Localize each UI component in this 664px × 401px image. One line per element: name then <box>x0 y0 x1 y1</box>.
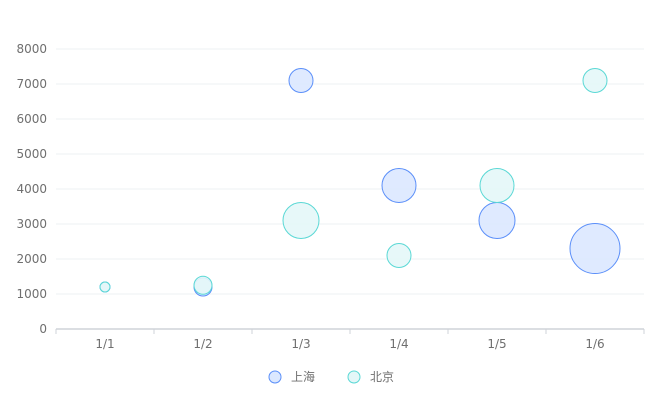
x-tick-label: 1/1 <box>95 337 114 351</box>
bubble-point[interactable] <box>381 168 417 203</box>
y-tick-label: 1000 <box>16 287 47 301</box>
y-tick-label: 7000 <box>16 77 47 91</box>
grid-layer <box>56 48 644 295</box>
x-tick-label: 1/5 <box>487 337 506 351</box>
y-tick-label: 6000 <box>16 112 47 126</box>
bubble-point[interactable] <box>99 281 111 293</box>
bubble-layer <box>99 68 621 297</box>
legend-marker[interactable] <box>347 370 361 384</box>
x-tick-label: 1/3 <box>291 337 310 351</box>
y-tick-label: 0 <box>39 322 47 336</box>
bubble-point[interactable] <box>282 202 320 239</box>
y-tick-label: 5000 <box>16 147 47 161</box>
x-tick-label: 1/6 <box>585 337 604 351</box>
bubble-point[interactable] <box>288 68 314 93</box>
legend-layer: 上海 北京 <box>268 369 394 384</box>
x-tick-label: 1/2 <box>193 337 212 351</box>
y-tick-label: 4000 <box>16 182 47 196</box>
y-tick-label: 8000 <box>16 42 47 56</box>
bubble-point[interactable] <box>193 275 213 295</box>
y-tick-label: 2000 <box>16 252 47 266</box>
bubble-point[interactable] <box>569 223 621 274</box>
axes-layer: 0 1000 2000 3000 4000 5000 6000 7000 8000 1/1 1/2 1… <box>16 42 645 351</box>
legend-item[interactable]: 上海 <box>268 369 315 384</box>
legend-item[interactable]: 北京 <box>347 370 394 384</box>
bubble-point[interactable] <box>386 243 412 268</box>
legend-marker[interactable] <box>268 370 282 384</box>
bubble-point[interactable] <box>479 168 515 203</box>
legend-label[interactable]: 北京 <box>370 370 394 384</box>
x-tick-label: 1/4 <box>389 337 408 351</box>
y-tick-label: 3000 <box>16 217 47 231</box>
bubble-point[interactable] <box>582 68 608 93</box>
legend-label[interactable]: 上海 <box>291 369 315 384</box>
bubble-point[interactable] <box>478 202 516 239</box>
